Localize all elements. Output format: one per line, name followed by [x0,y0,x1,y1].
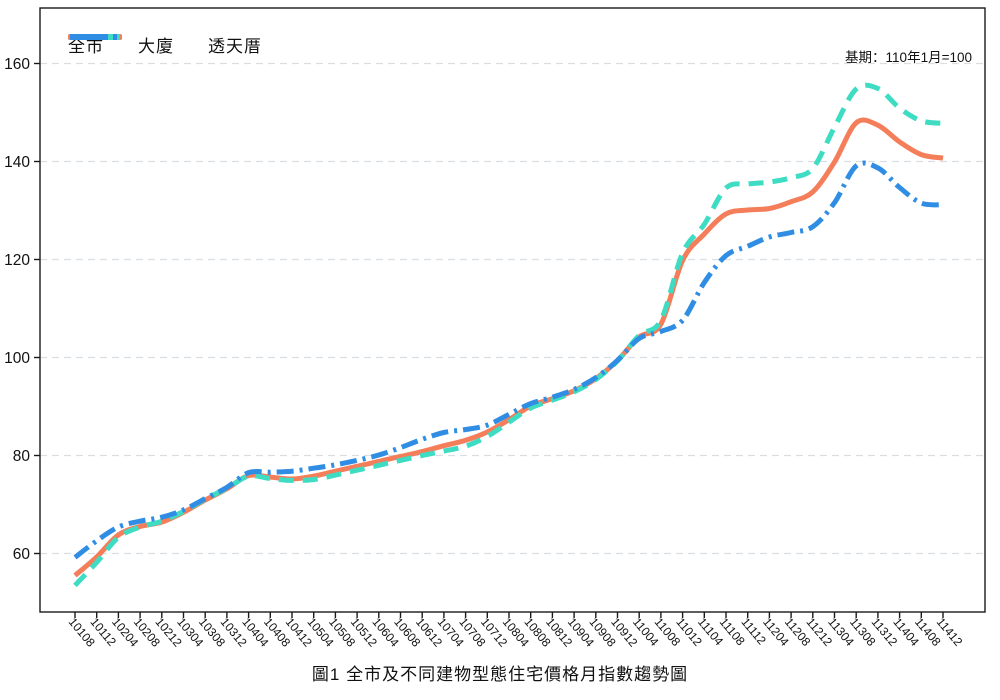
y-tick-label: 80 [13,448,31,465]
legend-swatch [70,34,120,40]
y-tick-label: 140 [4,154,30,171]
y-tick-label: 120 [4,252,30,269]
series-line-3 [73,160,944,560]
chart-title: 圖1 全市及不同建物型態住宅價格月指數趨勢圖 [311,665,689,684]
base-period-note: 基期：110年1月=100 [845,50,972,65]
legend-item-2: 大廈 [70,32,174,57]
y-tick-label: 160 [4,56,30,73]
series-line-1 [73,117,944,578]
legend-item-3: 透天厝 [70,32,262,57]
legend-label: 全市 [68,37,104,56]
y-tick-label: 100 [4,350,30,367]
legend-label: 大廈 [138,37,174,56]
chart-legend: 全市 大廈 透天厝 [68,32,262,57]
y-tick-label: 60 [13,546,31,563]
legend-label: 透天厝 [208,37,262,56]
series-line-2 [73,82,944,588]
plot-frame [39,7,986,613]
